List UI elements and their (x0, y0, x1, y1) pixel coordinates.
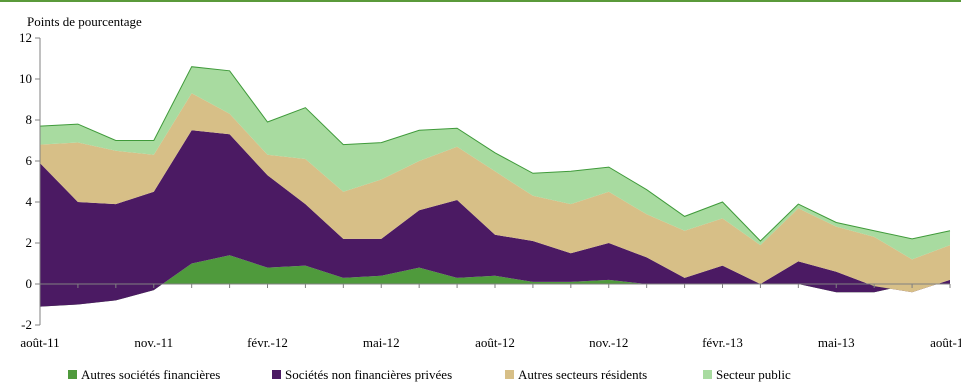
y-tick-label: 6 (26, 153, 33, 168)
area-series-3 (40, 93, 950, 293)
x-tick-label: mai-12 (363, 335, 400, 350)
legend-label: Autres secteurs résidents (518, 367, 647, 382)
x-tick-label: nov.-11 (134, 335, 173, 350)
legend-item: Autres secteurs résidents (505, 367, 647, 382)
legend-swatch (703, 370, 712, 379)
top-border (0, 0, 961, 2)
area-series-1 (40, 255, 950, 307)
chart-areas (39, 66, 951, 307)
legend-swatch (505, 370, 514, 379)
x-tick-label: févr.-12 (247, 335, 288, 350)
area-series-2 (40, 130, 950, 307)
legend-item: Sociétés non financières privées (272, 367, 452, 382)
x-tick-label: août-12 (475, 335, 515, 350)
y-tick-label: 4 (26, 194, 33, 209)
legend-label: Autres sociétés financières (81, 367, 220, 382)
legend-label: Sociétés non financières privées (285, 367, 452, 382)
legend-item: Secteur public (703, 367, 791, 382)
x-tick-label: août-13 (930, 335, 961, 350)
legend-label: Secteur public (716, 367, 791, 382)
y-tick-label: -2 (21, 317, 32, 332)
area-series-4 (40, 66, 950, 260)
chart-legend: Autres sociétés financières Sociétés non … (68, 367, 791, 382)
x-tick-label: août-11 (20, 335, 59, 350)
x-tick-label: nov.-12 (589, 335, 628, 350)
legend-item: Autres sociétés financières (68, 367, 220, 382)
y-tick-label: 10 (19, 71, 32, 86)
y-axis-title: Points de pourcentage (27, 14, 142, 29)
y-tick-label: 2 (26, 235, 33, 250)
y-tick-label: 8 (26, 112, 33, 127)
total-outline (39, 66, 951, 242)
x-tick-label: févr.-13 (702, 335, 743, 350)
legend-swatch (272, 370, 281, 379)
legend-swatch (68, 370, 77, 379)
x-tick-label: mai-13 (818, 335, 855, 350)
y-tick-label: 12 (19, 30, 32, 45)
y-tick-label: 0 (26, 276, 33, 291)
chart-axes: -2 0 2 4 6 8 10 12 août-11 nov.-11 févr.-12 mai-12 a… (19, 30, 961, 350)
